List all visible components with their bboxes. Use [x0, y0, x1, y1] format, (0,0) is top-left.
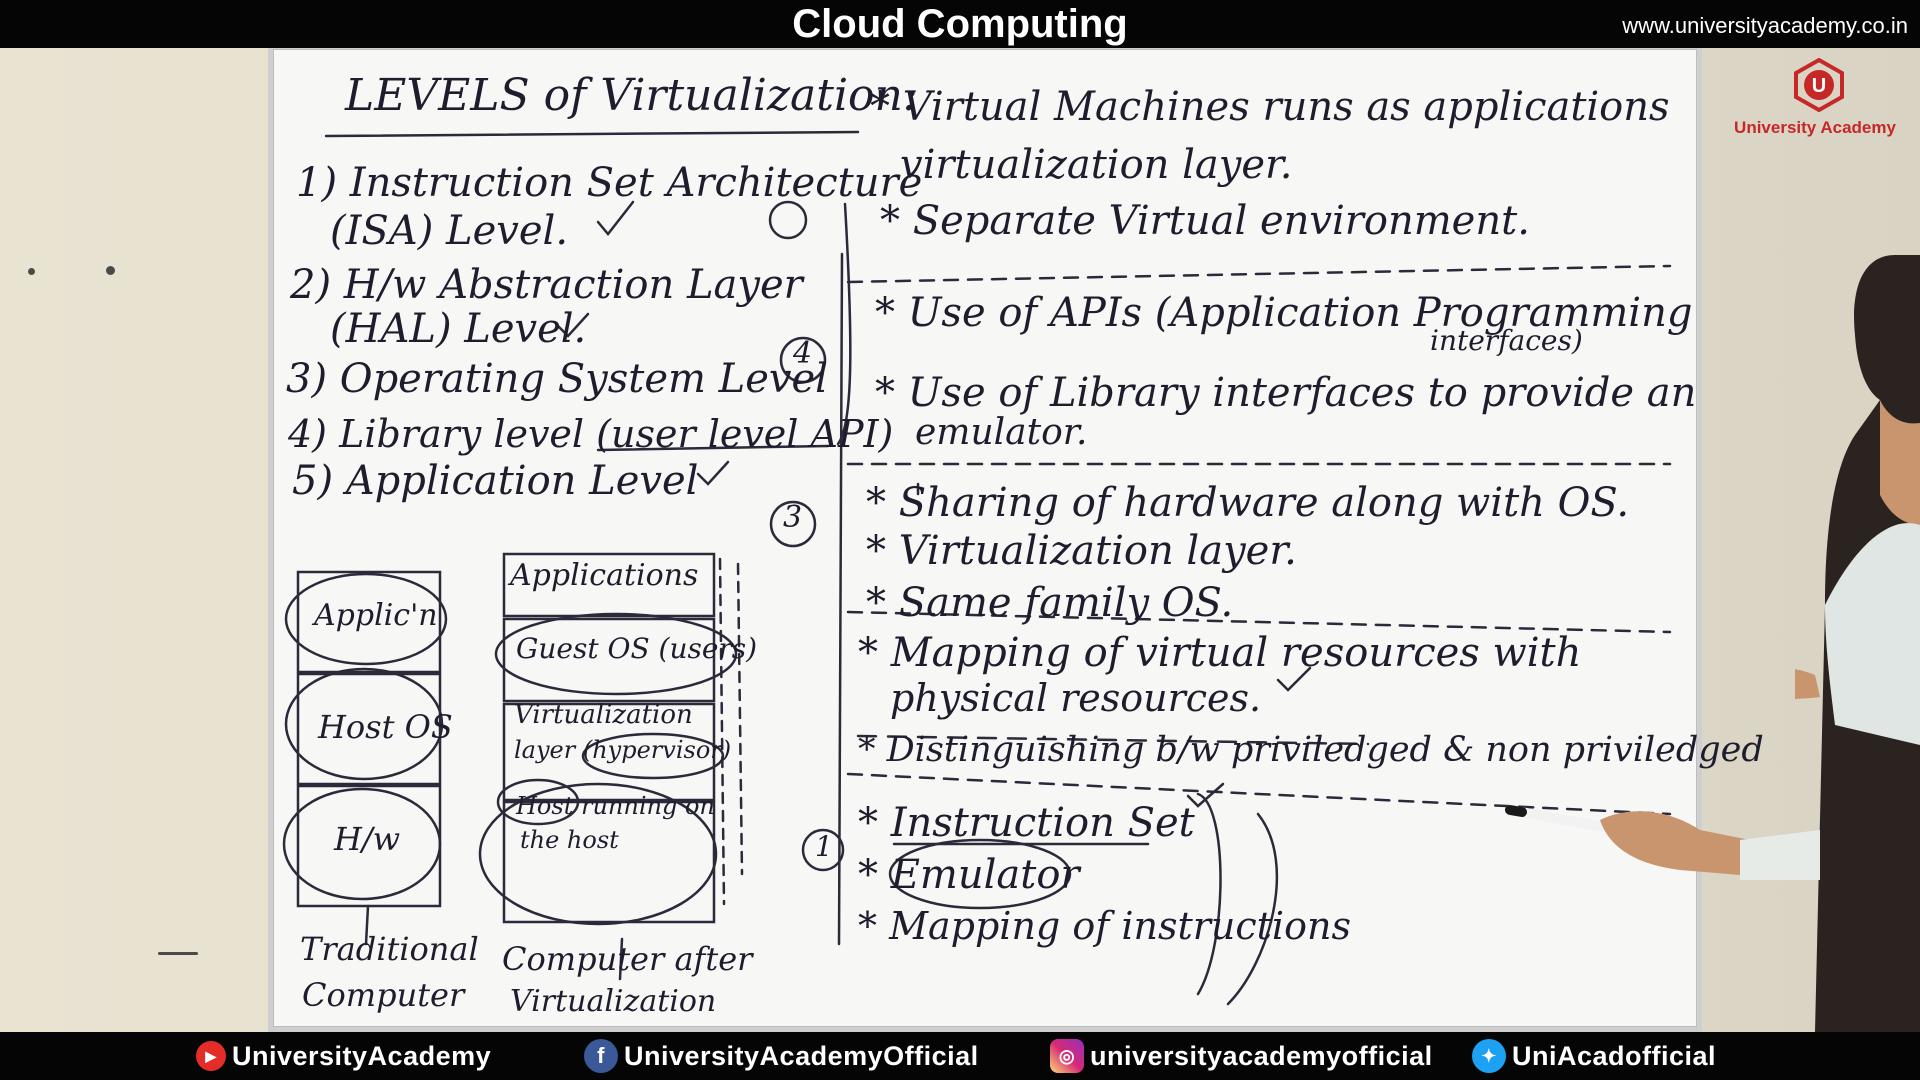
note-line: * Distinguishing b/w priviledged & non p… — [858, 730, 1764, 770]
board-drawings — [282, 130, 1672, 1006]
instagram-handle: universityacademyofficial — [1090, 1040, 1433, 1071]
wall-mark — [28, 268, 35, 275]
presenter — [1795, 255, 1920, 1032]
level-item: 1) Instruction Set Architecture — [296, 160, 923, 206]
wall-mark — [158, 952, 198, 955]
youtube-handle: UniversityAcademy — [232, 1040, 492, 1071]
note-line: * Mapping of virtual resources with — [858, 630, 1582, 676]
instagram-profile[interactable]: ◎ universityacademyofficial — [1050, 1032, 1433, 1080]
note-line: emulator. — [915, 412, 1088, 453]
note-line: * Separate Virtual environment. — [880, 198, 1530, 244]
level-item: 2) H/w Abstraction Layer — [290, 262, 803, 308]
level-item: (HAL) Level. — [330, 306, 587, 352]
stack-label: layer (hypervisor) — [514, 736, 732, 764]
twitter-icon: ✦ — [1472, 1039, 1506, 1073]
level-item: 4) Library level (user level API) — [288, 412, 894, 456]
note-line: * Same family OS. — [866, 580, 1234, 626]
stack-caption: Virtualization — [510, 984, 717, 1019]
logo-hexagon-icon: U — [1794, 58, 1844, 112]
note-line: * Emulator — [858, 852, 1080, 898]
stack-label: Virtualization — [514, 700, 693, 730]
stack-label: H/w — [334, 820, 401, 858]
note-line: * Virtualization layer. — [866, 528, 1297, 574]
twitter-handle: UniAcadofficial — [1512, 1040, 1717, 1071]
circled-number: 3 — [783, 500, 803, 535]
top-title-bar — [0, 0, 1920, 48]
board-heading: LEVELS of Virtualization: — [345, 70, 918, 121]
level-item: 3) Operating System Level — [286, 356, 828, 402]
note-line: * Sharing of hardware along with OS. — [866, 480, 1630, 526]
logo-name: University Academy — [1734, 118, 1896, 137]
stack-caption: Traditional — [300, 930, 479, 968]
stack-label: the host — [520, 826, 619, 854]
wall-mark — [106, 266, 115, 275]
facebook-page[interactable]: f UniversityAcademyOfficial — [584, 1032, 979, 1080]
instagram-icon: ◎ — [1050, 1039, 1084, 1073]
note-line: physical resources. — [890, 676, 1262, 720]
stack-label: Applic'n — [314, 598, 438, 633]
note-line: * Virtual Machines runs as applications — [870, 84, 1670, 130]
stack-label: Applications — [510, 558, 699, 593]
note-line: * Use of Library interfaces to provide a… — [875, 370, 1697, 416]
note-line: * Use of APIs (Application Programming — [875, 290, 1693, 336]
stack-caption: Computer after — [502, 940, 753, 978]
circled-number: 4 — [793, 336, 813, 371]
youtube-icon: ▶ — [196, 1041, 226, 1071]
stack-label: Host OS — [318, 708, 453, 746]
video-title: Cloud Computing — [792, 2, 1128, 46]
note-line: * Mapping of instructions — [858, 904, 1351, 948]
stack-label: Guest OS (users) — [516, 632, 758, 665]
note-line: virtualization layer. — [900, 142, 1293, 188]
facebook-handle: UniversityAcademyOfficial — [624, 1040, 979, 1071]
social-footer-bar — [0, 1032, 1920, 1080]
note-line: * Instruction Set — [858, 800, 1195, 846]
circled-number: 1 — [815, 830, 833, 863]
note-line: interfaces) — [1430, 324, 1583, 357]
stack-caption: Computer — [302, 976, 465, 1014]
stack-label: Host running on — [516, 792, 715, 820]
facebook-icon: f — [584, 1039, 618, 1073]
level-item: 5) Application Level — [292, 458, 699, 504]
logo-letter: U — [1812, 75, 1826, 97]
presenter-hand — [1505, 805, 1820, 880]
level-item: (ISA) Level. — [330, 208, 569, 254]
whiteboard — [268, 44, 1702, 1032]
twitter-profile[interactable]: ✦ UniAcadofficial — [1472, 1032, 1716, 1080]
university-logo: U University Academy — [1720, 58, 1910, 148]
website-url: www.universityacademy.co.in — [1622, 13, 1908, 38]
youtube-channel[interactable]: ▶ UniversityAcademy — [196, 1032, 491, 1080]
